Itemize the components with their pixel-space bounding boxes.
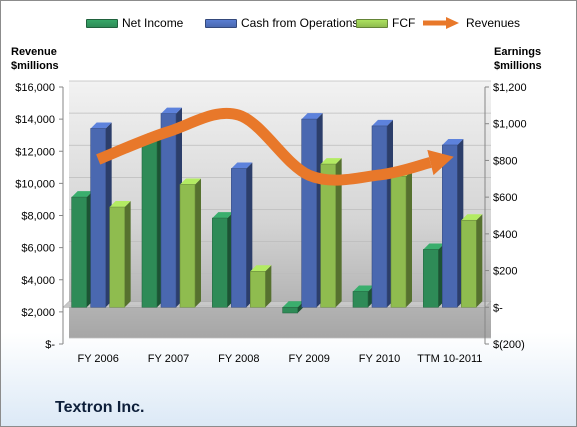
- right-tick-label: $800: [493, 155, 517, 167]
- legend-arrow-icon: [423, 17, 459, 29]
- bar-fcf: [109, 201, 131, 308]
- bar-net-income: [212, 212, 234, 308]
- bar-net-income: [352, 285, 374, 308]
- right-axis-title-line2: $millions: [494, 60, 542, 72]
- left-tick-label: $2,000: [21, 307, 55, 319]
- bar-cash-from-operations: [371, 119, 393, 308]
- right-tick-label: $1,200: [493, 82, 527, 94]
- revenue-line: [96, 107, 432, 186]
- right-tick-label: $400: [493, 229, 517, 241]
- bar-cash-from-operations: [301, 113, 323, 308]
- left-axis-title-line1: Revenue: [11, 46, 57, 58]
- bar-cash-from-operations: [442, 139, 464, 308]
- left-tick-label: $-: [45, 339, 55, 351]
- bar-cash-from-operations: [231, 162, 253, 308]
- bar-net-income: [282, 301, 304, 314]
- legend-swatch: [86, 18, 118, 28]
- legend-item-fcf: FCF: [356, 15, 415, 31]
- right-tick-label: $200: [493, 266, 517, 278]
- legend-item-cash-from-operations: Cash from Operations: [205, 15, 358, 31]
- x-tick-label: FY 2008: [218, 353, 259, 365]
- left-axis-title: Revenue $millions: [11, 45, 59, 73]
- bar-net-income: [141, 132, 163, 308]
- revenue-arrowhead: [427, 149, 454, 176]
- bar-fcf: [320, 158, 342, 308]
- legend-item-revenues: Revenues: [422, 15, 520, 31]
- bar-fcf: [250, 265, 272, 308]
- left-tick-label: $16,000: [15, 82, 55, 94]
- x-tick-label: FY 2010: [359, 353, 400, 365]
- right-tick-label: $1,000: [493, 119, 527, 131]
- legend-swatch: [356, 18, 388, 28]
- legend-label: FCF: [392, 16, 416, 30]
- company-name: Textron Inc.: [55, 399, 145, 416]
- chart-legend: Net Income Cash from Operations FCF Revenue…: [1, 1, 576, 41]
- left-tick-label: $4,000: [21, 275, 55, 287]
- bar-fcf: [390, 170, 412, 308]
- bar-fcf: [461, 214, 483, 308]
- right-axis-title-line1: Earnings: [494, 46, 542, 58]
- bar-net-income: [71, 191, 93, 308]
- left-tick-label: $6,000: [21, 243, 55, 255]
- right-tick-label: $-: [493, 302, 503, 314]
- legend-label: Revenues: [466, 16, 521, 30]
- bar-fcf: [179, 178, 201, 308]
- right-tick-label: $(200): [493, 339, 525, 351]
- left-tick-label: $12,000: [15, 146, 55, 158]
- legend-swatch: [205, 18, 237, 28]
- x-tick-label: FY 2009: [288, 353, 329, 365]
- legend-label: Net Income: [122, 16, 184, 30]
- left-tick-label: $8,000: [21, 211, 55, 223]
- left-axis-title-line2: $millions: [11, 60, 59, 72]
- right-axis-title: Earnings $millions: [494, 45, 542, 73]
- left-tick-label: $14,000: [15, 114, 55, 126]
- right-tick-label: $600: [493, 192, 517, 204]
- left-tick-label: $10,000: [15, 178, 55, 190]
- x-tick-label: FY 2006: [77, 353, 118, 365]
- legend-item-net-income: Net Income: [86, 15, 183, 31]
- x-tick-label: FY 2007: [148, 353, 189, 365]
- bar-net-income: [423, 243, 445, 308]
- x-tick-label: TTM 10-2011: [417, 353, 482, 365]
- legend-label: Cash from Operations: [241, 16, 359, 30]
